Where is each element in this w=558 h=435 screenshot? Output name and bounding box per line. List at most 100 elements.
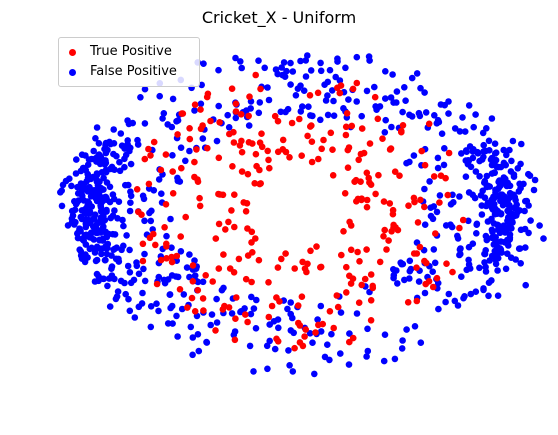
true-positive-point [296,339,304,346]
false-positive-point [124,262,132,270]
true-positive-point [433,274,441,282]
false-positive-point [102,228,109,236]
false-positive-point [120,222,127,230]
false-positive-point [328,330,335,338]
true-positive-point [273,335,280,343]
false-positive-point [93,124,101,131]
true-positive-point [163,254,170,262]
false-positive-point [491,169,499,177]
false-positive-point [485,292,492,300]
false-positive-point [127,188,134,195]
false-positive-point [126,269,134,276]
false-positive-point [177,144,185,151]
false-positive-point [287,59,294,67]
true-positive-point [367,297,375,304]
true-positive-point [168,258,176,266]
false-positive-point [307,67,315,74]
false-positive-point [326,356,333,364]
false-positive-point [277,108,285,116]
false-positive-point [516,245,524,252]
false-positive-point [390,274,397,282]
true-positive-point [405,202,412,209]
false-positive-point [116,158,123,166]
true-positive-point [199,295,207,302]
false-positive-point [68,182,75,190]
legend-label-true-positive: True Positive [90,44,172,59]
false-positive-point [504,196,512,204]
false-positive-point [473,230,480,237]
false-positive-point [317,328,325,335]
true-positive-point [153,280,161,288]
true-positive-point [139,257,147,265]
false-positive-point [497,191,505,198]
false-positive-point [382,95,389,102]
false-positive-point [485,137,493,145]
false-positive-point [90,215,98,222]
true-positive-point [242,311,249,318]
false-positive-point [97,208,105,215]
true-positive-point [184,304,191,311]
false-positive-point [365,53,373,60]
true-positive-point [242,208,250,215]
false-positive-point [460,294,467,302]
true-positive-point [363,246,370,253]
true-positive-point [147,152,154,159]
false-positive-point [131,314,139,321]
false-positive-point [411,323,419,330]
false-positive-point [326,66,334,74]
true-positive-point [244,252,252,259]
false-positive-point [91,228,99,235]
false-positive-point [488,115,496,122]
false-positive-point [314,316,321,323]
false-positive-point [85,156,93,163]
false-positive-point [122,290,129,298]
false-positive-point [198,81,205,89]
true-positive-point [258,130,265,137]
true-positive-point [318,145,326,153]
false-positive-point [417,339,425,347]
true-positive-point [343,289,350,296]
false-positive-point [137,94,144,101]
false-positive-point [417,84,424,92]
false-positive-point [461,128,469,135]
false-positive-point [431,112,438,119]
legend-marker-false-positive [69,68,76,76]
true-positive-point [288,119,296,127]
false-positive-point [421,89,428,96]
false-positive-point [72,170,80,177]
false-positive-point [105,275,113,282]
true-positive-point [354,195,362,203]
false-positive-point [112,295,120,303]
true-positive-point [235,255,243,263]
true-positive-point [385,237,392,244]
true-positive-point [209,278,216,285]
false-positive-point [509,219,516,226]
true-positive-point [340,228,347,235]
true-positive-point [411,198,418,206]
false-positive-point [363,353,370,360]
false-positive-point [247,310,255,318]
true-positive-point [349,85,357,93]
true-positive-point [232,100,240,107]
false-positive-point [93,243,101,251]
false-positive-point [99,197,107,205]
true-positive-point [347,246,355,254]
false-positive-point [481,259,488,266]
false-positive-point [491,210,499,218]
false-positive-point [127,160,135,168]
true-positive-point [173,252,181,260]
false-positive-point [91,187,99,194]
true-positive-point [317,263,325,271]
false-positive-point [103,179,111,186]
false-positive-point [117,277,125,285]
true-positive-point [341,190,349,197]
false-positive-point [481,177,489,185]
false-positive-point [66,175,73,182]
true-positive-point [197,106,204,113]
false-positive-point [364,325,371,333]
true-positive-point [230,128,237,136]
false-positive-point [78,207,86,214]
false-positive-point [215,66,222,74]
false-positive-point [381,331,389,339]
false-positive-point [182,157,189,165]
